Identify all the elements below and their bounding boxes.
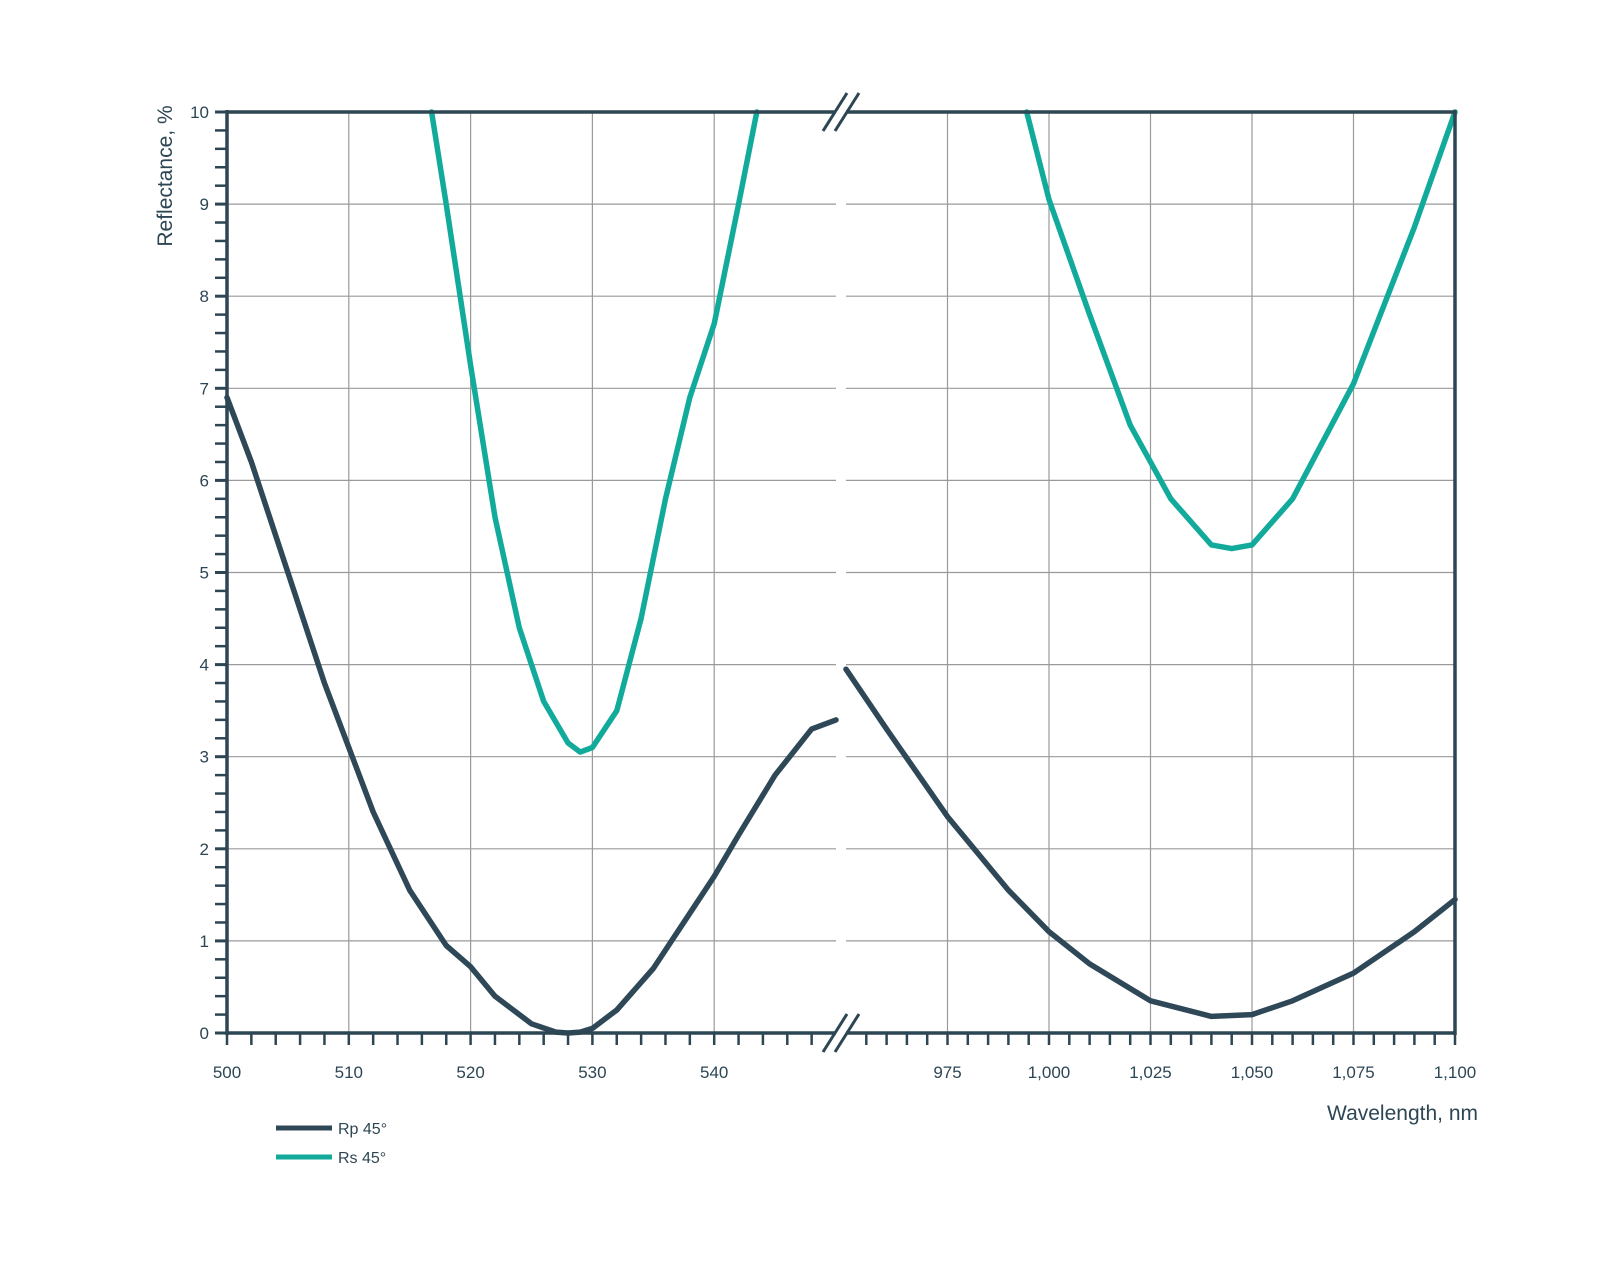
legend-label-rp: Rp 45° — [338, 1121, 387, 1138]
y-tick-label: 8 — [200, 287, 209, 306]
series-line-rs-right — [1023, 109, 1458, 552]
y-tick-label: 2 — [200, 840, 209, 859]
y-tick-label: 9 — [200, 195, 209, 214]
y-tick-label: 3 — [200, 748, 209, 767]
x-tick-label: 975 — [933, 1063, 961, 1082]
y-tick-label: 7 — [200, 379, 209, 398]
legend: Rp 45° Rs 45° — [276, 1121, 387, 1167]
legend-label-rs: Rs 45° — [338, 1150, 386, 1167]
axis-break-mark — [833, 92, 861, 132]
y-tick-label: 10 — [190, 103, 209, 122]
grid — [227, 112, 1455, 1033]
x-tick-label: 540 — [700, 1063, 728, 1082]
x-tick-label: 1,050 — [1231, 1063, 1274, 1082]
axis-break-mark — [833, 1013, 861, 1053]
axis-break-mark — [821, 1013, 849, 1053]
y-tick-label: 5 — [200, 564, 209, 583]
x-axis-label: Wavelength, nm — [1327, 1102, 1478, 1125]
x-tick-label: 1,025 — [1129, 1063, 1172, 1082]
x-tick-label: 530 — [578, 1063, 606, 1082]
y-tick-label: 1 — [200, 932, 209, 951]
axis-break-mark — [821, 92, 849, 132]
series-line-rp-right — [843, 666, 1458, 1020]
x-tick-label: 1,000 — [1028, 1063, 1071, 1082]
axes — [215, 92, 1457, 1053]
tick-labels: 0 1 2 3 4 5 6 7 8 9 10 500 510 520 530 540 975 1,000 1,025… — [190, 103, 1476, 1082]
y-axis-label: Reflectance, % — [154, 105, 177, 246]
x-tick-label: 510 — [335, 1063, 363, 1082]
series-line-rp-left — [224, 394, 839, 1036]
y-tick-label: 6 — [200, 471, 209, 490]
x-tick-label: 1,100 — [1434, 1063, 1477, 1082]
y-tick-label: 4 — [200, 656, 209, 675]
x-tick-label: 1,075 — [1332, 1063, 1375, 1082]
x-tick-label: 520 — [456, 1063, 484, 1082]
y-tick-label: 0 — [200, 1024, 209, 1043]
series-line-rs-left — [428, 109, 760, 755]
x-tick-label: 500 — [213, 1063, 241, 1082]
